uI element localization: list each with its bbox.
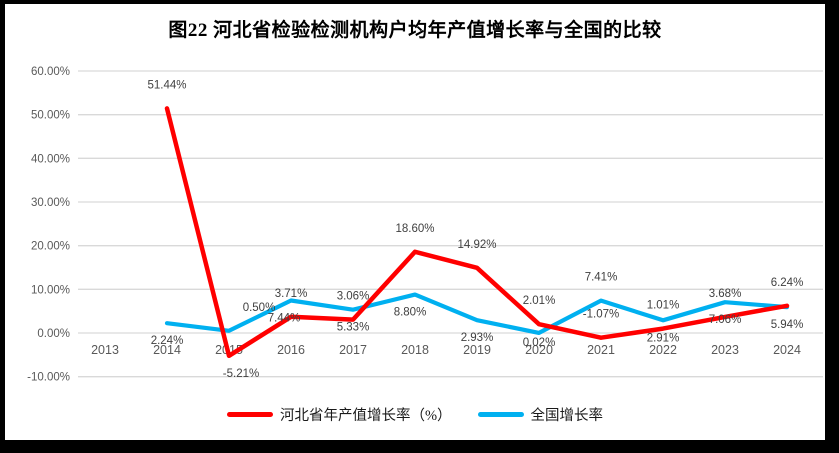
x-tick-label: 2018: [401, 343, 429, 357]
data-label: 0.50%: [243, 302, 276, 314]
data-label: 14.92%: [457, 239, 496, 251]
y-tick-label: 20.00%: [31, 241, 70, 253]
y-tick-label: 0.00%: [37, 328, 70, 340]
x-tick-label: 2023: [711, 343, 739, 357]
chart-title: 图22 河北省检验检测机构户均年产值增长率与全国的比较: [168, 20, 662, 41]
data-label: -5.21%: [223, 368, 259, 380]
data-label: 2.91%: [647, 332, 680, 344]
data-label: 3.71%: [275, 288, 308, 300]
data-label: 2.93%: [461, 332, 494, 344]
legend-label-hebei: 河北省年产值增长率（%）: [279, 408, 452, 424]
x-tick-label: 2016: [277, 343, 305, 357]
y-tick-label: -10.00%: [27, 372, 70, 384]
x-tick-label: 2017: [339, 343, 367, 357]
legend-label-national: 全国增长率: [530, 408, 604, 424]
y-tick-label: 10.00%: [31, 284, 70, 296]
data-label: 0.02%: [523, 337, 556, 349]
x-tick-label: 2022: [649, 343, 677, 357]
data-label: 8.80%: [394, 307, 427, 319]
y-tick-label: 40.00%: [31, 153, 70, 165]
x-tick-label: 2024: [773, 343, 801, 357]
national-line: [164, 292, 790, 335]
x-tick-label: 2014: [153, 343, 181, 357]
x-tick-label: 2020: [525, 343, 553, 357]
plot-area: 60.00% 50.00% 40.00% 30.00% 20.00% 10.00% 0.00…: [5, 4, 825, 440]
y-tick-label: 30.00%: [31, 197, 70, 209]
data-label: 2.24%: [151, 335, 184, 347]
x-tick-label: 2019: [463, 343, 491, 357]
data-label: 7.44%: [268, 313, 301, 325]
data-label: 2.01%: [523, 295, 556, 307]
legend-marker-national-line: [477, 412, 524, 417]
data-label: 5.33%: [337, 322, 370, 334]
data-label: 3.06%: [337, 291, 370, 303]
data-label: 51.44%: [147, 79, 186, 91]
legend-marker-hebei-line: [226, 412, 273, 417]
y-tick-label: 50.00%: [31, 110, 70, 122]
data-label: 5.94%: [771, 319, 804, 331]
data-label: 3.68%: [709, 288, 742, 300]
data-label: 6.24%: [771, 277, 804, 289]
x-tick-label: 2013: [91, 343, 119, 357]
legend: 河北省年产值增长率（%） 全国增长率: [5, 404, 825, 425]
data-label: -1.07%: [583, 309, 619, 321]
y-tick-label: 60.00%: [31, 66, 70, 78]
data-label: 7.06%: [709, 314, 742, 326]
x-tick-label: 2021: [587, 343, 615, 357]
data-label: 1.01%: [647, 300, 680, 312]
hebei-line: [164, 106, 790, 359]
data-label: 18.60%: [395, 223, 434, 235]
plot-svg: 60.00% 50.00% 40.00% 30.00% 20.00% 10.00% 0.00…: [27, 66, 823, 384]
data-label: 7.41%: [585, 272, 618, 284]
